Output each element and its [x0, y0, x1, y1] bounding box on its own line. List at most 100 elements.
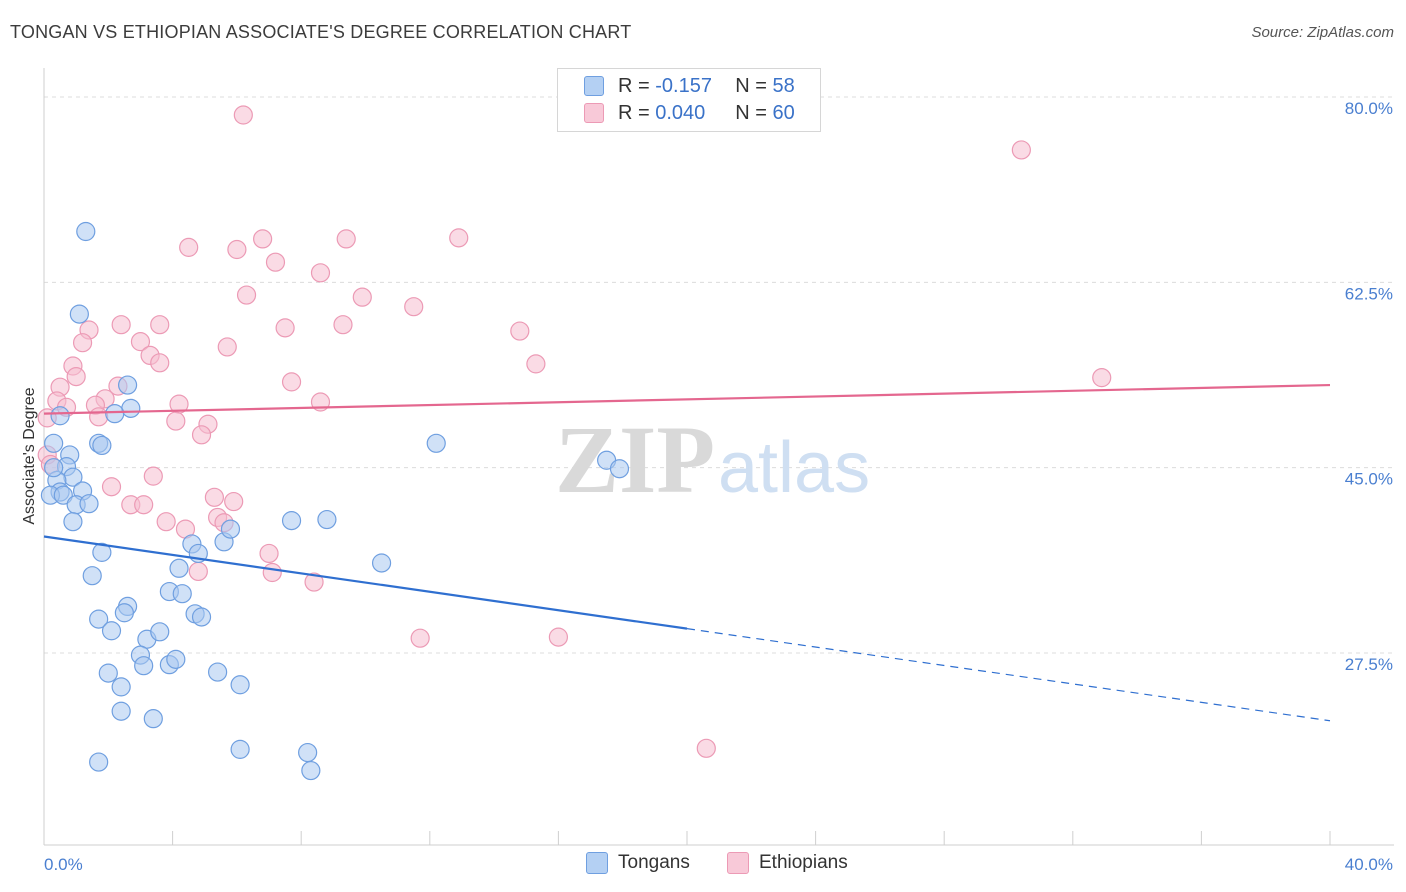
correlation-legend: R = -0.157 N = 58 R = 0.040 N = 60 [557, 68, 821, 132]
tongans-point-32 [609, 459, 630, 479]
tongans-point-34 [172, 584, 192, 604]
ethiopians-trend-line [43, 383, 1331, 415]
grid-lines [44, 96, 1394, 654]
tongans-point-15 [53, 485, 73, 505]
ethiopians-point-19 [217, 337, 237, 357]
tongans-point-27 [281, 511, 302, 531]
ethiopians-n-value: 60 [772, 101, 795, 124]
ethiopians-point-27 [281, 372, 302, 392]
ethiopians-point-10 [352, 287, 372, 307]
ethiopians-point-17 [510, 321, 530, 341]
tongans-n-value: 58 [772, 74, 795, 97]
tongans-legend-label: Tongans [618, 852, 690, 873]
watermark: ZIP atlas [555, 406, 870, 513]
ethiopians-point-26 [1092, 368, 1112, 388]
ethiopians-point-22 [150, 353, 170, 373]
tongans-point-47 [208, 662, 228, 682]
bottom-legend-tongans: Tongans [586, 851, 690, 875]
tongans-point-0 [76, 221, 96, 242]
y-tick-label-0: 27.5% [1345, 655, 1393, 674]
tongans-point-55 [301, 760, 321, 781]
ethiopians-point-44 [101, 477, 122, 497]
legend-r-label: R = [618, 101, 650, 124]
y-tick-label-3: 80.0% [1345, 99, 1393, 118]
tongans-point-44 [134, 656, 154, 676]
ethiopians-point-6 [227, 239, 247, 260]
tongans-point-19 [63, 512, 83, 532]
tongans-swatch [584, 76, 604, 96]
ethiopians-point-8 [310, 263, 331, 283]
ethiopians-point-14 [275, 318, 295, 338]
bottom-legend-ethiopians: Ethiopians [727, 851, 848, 875]
ethiopians-point-46 [224, 491, 244, 512]
tongans-point-54 [298, 742, 318, 763]
tongans-point-40 [101, 621, 122, 641]
y-axis-label: Associate's Degree [21, 387, 38, 524]
ethiopians-point-9 [236, 285, 257, 305]
trend-lines [43, 383, 1331, 722]
ethiopians-point-0 [233, 105, 253, 125]
ethiopians-point-37 [166, 411, 186, 431]
tongans-point-29 [371, 553, 392, 573]
chart-title: TONGAN VS ETHIOPIAN ASSOCIATE'S DEGREE C… [10, 22, 632, 42]
tongans-point-39 [89, 609, 109, 629]
legend-n-label: N = [735, 74, 767, 97]
ethiopians-point-3 [336, 229, 356, 249]
tongans-point-30 [426, 433, 446, 453]
ethiopians-point-1 [1011, 140, 1031, 160]
legend-row-ethiopians: R = 0.040 N = 60 [584, 100, 795, 126]
tongans-trend-line [43, 535, 688, 630]
tongans-point-28 [317, 509, 337, 530]
ethiopians-point-25 [526, 354, 546, 374]
ethiopians-point-43 [143, 466, 163, 486]
ethiopians-point-18 [130, 332, 151, 352]
tongans-point-46 [166, 649, 186, 669]
tongans-point-42 [150, 622, 170, 642]
tongans-point-53 [230, 739, 250, 759]
tongans-point-50 [230, 675, 250, 695]
tongans-point-49 [111, 677, 131, 697]
watermark-atlas: atlas [718, 428, 870, 508]
ethiopians-point-7 [265, 252, 286, 272]
ethiopians-point-59 [696, 738, 716, 758]
ethiopians-point-54 [262, 562, 282, 583]
tongans-point-25 [220, 519, 241, 539]
tongans-point-4 [50, 406, 70, 426]
ethiopians-point-12 [111, 315, 131, 335]
ethiopians-point-36 [89, 407, 109, 427]
y-tick-labels: 27.5% 45.0% 62.5% 80.0% [1345, 99, 1393, 674]
ethiopians-point-11 [404, 297, 424, 317]
ethiopians-point-13 [150, 315, 170, 335]
tongans-point-22 [169, 558, 189, 578]
ethiopians-point-57 [410, 628, 430, 648]
tongans-point-1 [69, 304, 89, 324]
ethiopians-point-15 [333, 315, 353, 335]
y-tick-label-1: 45.0% [1345, 470, 1393, 489]
ethiopians-legend-label: Ethiopians [759, 852, 848, 873]
tongans-point-56 [89, 752, 109, 772]
source-label: Source: ZipAtlas.com [1251, 24, 1394, 41]
tongans-r-value: -0.157 [655, 74, 712, 97]
ethiopians-point-51 [156, 512, 176, 532]
legend-row-tongans: R = -0.157 N = 58 [584, 73, 795, 99]
ethiopians-point-24 [66, 366, 86, 387]
ethiopians-point-56 [304, 572, 324, 592]
ethiopians-point-2 [253, 229, 273, 249]
ethiopians-point-55 [188, 561, 208, 582]
tongans-legend-swatch [586, 852, 608, 874]
ethiopians-point-20 [72, 333, 93, 353]
ethiopians-point-5 [179, 237, 199, 257]
tongans-trend-extension [686, 628, 1331, 722]
ethiopians-point-58 [548, 627, 569, 647]
tongans-point-20 [92, 542, 112, 562]
x-tick-label-max: 40.0% [1345, 855, 1393, 874]
ethiopians-point-39 [191, 425, 212, 445]
ethiopians-point-4 [449, 228, 469, 248]
ethiopians-swatch [584, 103, 604, 123]
tongans-point-18 [79, 494, 99, 514]
tongans-point-2 [117, 375, 138, 395]
ethiopians-point-45 [204, 487, 224, 507]
tongans-point-51 [111, 701, 131, 721]
tongans-point-48 [98, 663, 118, 683]
